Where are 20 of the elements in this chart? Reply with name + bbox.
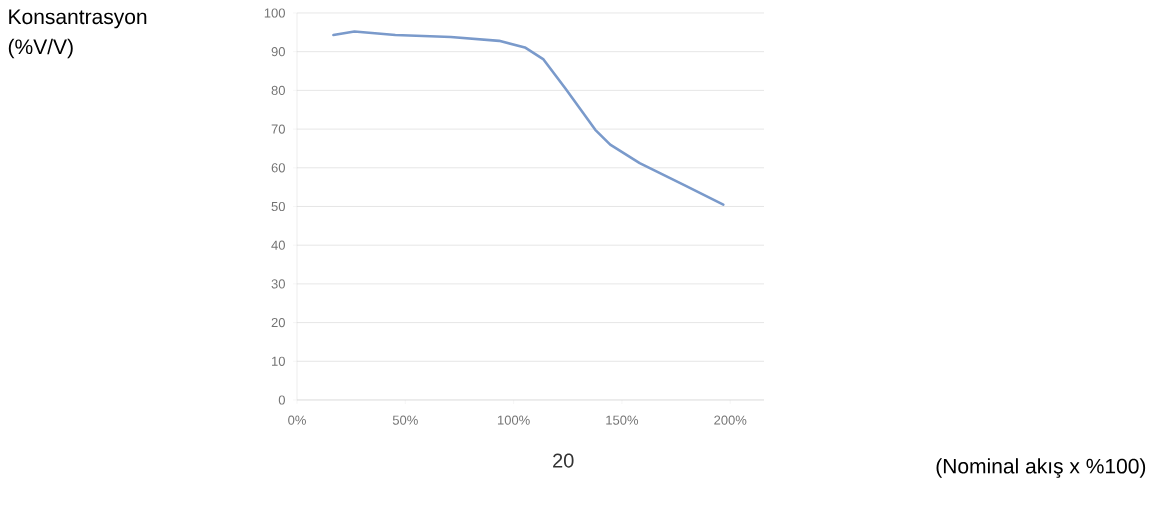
line-series [332,30,725,206]
y-tick-label: 20 [271,317,285,328]
text: (Nominal akış x %100) [936,458,1146,478]
y-tick-label: 0 [278,395,285,405]
x-tick-label: 200% [714,415,747,425]
y-tick-label: 50 [271,201,285,212]
text: 20 [553,453,574,468]
x-tick-label: 0% [288,415,306,425]
y-tick-label: 70 [271,124,285,134]
y-tick-label: 40 [271,240,285,250]
x-tick-label: 50% [392,415,418,425]
y-tick-label: 100 [264,8,285,18]
y-tick-label: 80 [271,85,285,95]
x-tick-label: 150% [606,415,639,425]
y-tick-label: 60 [271,163,285,173]
y-tick-label: 10 [272,356,285,366]
text: Konsantrasyon (%V/V) [8,9,147,59]
y-tick-label: 90 [271,47,285,57]
y-tick-label: 30 [271,279,285,289]
x-tick-label: 100% [497,415,530,425]
